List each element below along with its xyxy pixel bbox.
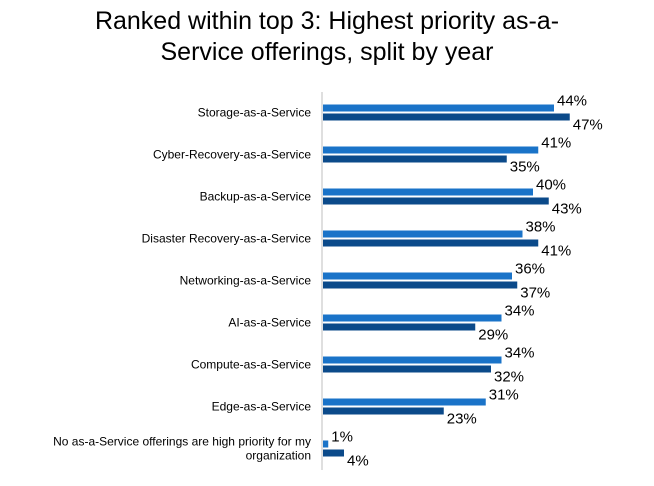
value-label-series-2: 4% <box>347 453 369 470</box>
value-label-series-2: 29% <box>478 327 508 344</box>
value-label-series-2: 23% <box>447 411 477 428</box>
bar-series-2 <box>323 239 539 247</box>
value-label-series-1: 36% <box>515 261 545 278</box>
bar-series-1 <box>323 440 329 448</box>
category-label: No as-a-Service offerings are high prior… <box>53 435 311 449</box>
bar-series-2 <box>323 449 344 457</box>
value-label-series-1: 38% <box>526 219 556 236</box>
value-label-series-1: 34% <box>505 345 535 362</box>
bar-series-1 <box>323 314 502 322</box>
value-label-series-2: 43% <box>552 201 582 218</box>
bar-series-1 <box>323 104 554 112</box>
bar-series-2 <box>323 365 491 373</box>
bar-series-1 <box>323 272 512 280</box>
value-label-series-2: 47% <box>573 117 603 134</box>
bar-series-1 <box>323 230 523 238</box>
value-label-series-2: 41% <box>541 243 571 260</box>
bar-series-2 <box>323 407 444 415</box>
category-label: Edge-as-a-Service <box>212 400 312 414</box>
category-label: organization <box>246 449 311 463</box>
category-label: Cyber-Recovery-as-a-Service <box>153 148 311 162</box>
value-label-series-2: 37% <box>520 285 550 302</box>
category-label: Networking-as-a-Service <box>180 274 312 288</box>
chart-title-line-1: Ranked within top 3: Highest priority as… <box>94 7 560 35</box>
value-label-series-1: 31% <box>489 387 519 404</box>
bar-series-1 <box>323 356 502 364</box>
bar-series-2 <box>323 197 549 205</box>
category-label: AI-as-a-Service <box>228 316 311 330</box>
chart-title: Ranked within top 3: Highest priority as… <box>0 6 654 68</box>
bar-series-1 <box>323 398 486 406</box>
chart-title-line-2: Service offerings, split by year <box>160 38 494 66</box>
value-label-series-1: 1% <box>331 429 353 446</box>
value-label-series-1: 41% <box>541 135 571 152</box>
value-label-series-2: 35% <box>510 159 540 176</box>
bar-series-1 <box>323 188 533 196</box>
bar-series-1 <box>323 146 539 154</box>
value-label-series-1: 40% <box>536 177 566 194</box>
value-label-series-1: 34% <box>505 303 535 320</box>
value-label-series-1: 44% <box>557 93 587 110</box>
category-label: Storage-as-a-Service <box>198 106 312 120</box>
bar-series-2 <box>323 155 507 163</box>
category-label: Compute-as-a-Service <box>191 358 311 372</box>
category-label: Backup-as-a-Service <box>200 190 312 204</box>
bar-series-2 <box>323 323 476 331</box>
bar-series-2 <box>323 281 518 289</box>
value-label-series-2: 32% <box>494 369 524 386</box>
category-label: Disaster Recovery-as-a-Service <box>142 232 312 246</box>
bar-series-2 <box>323 113 570 121</box>
